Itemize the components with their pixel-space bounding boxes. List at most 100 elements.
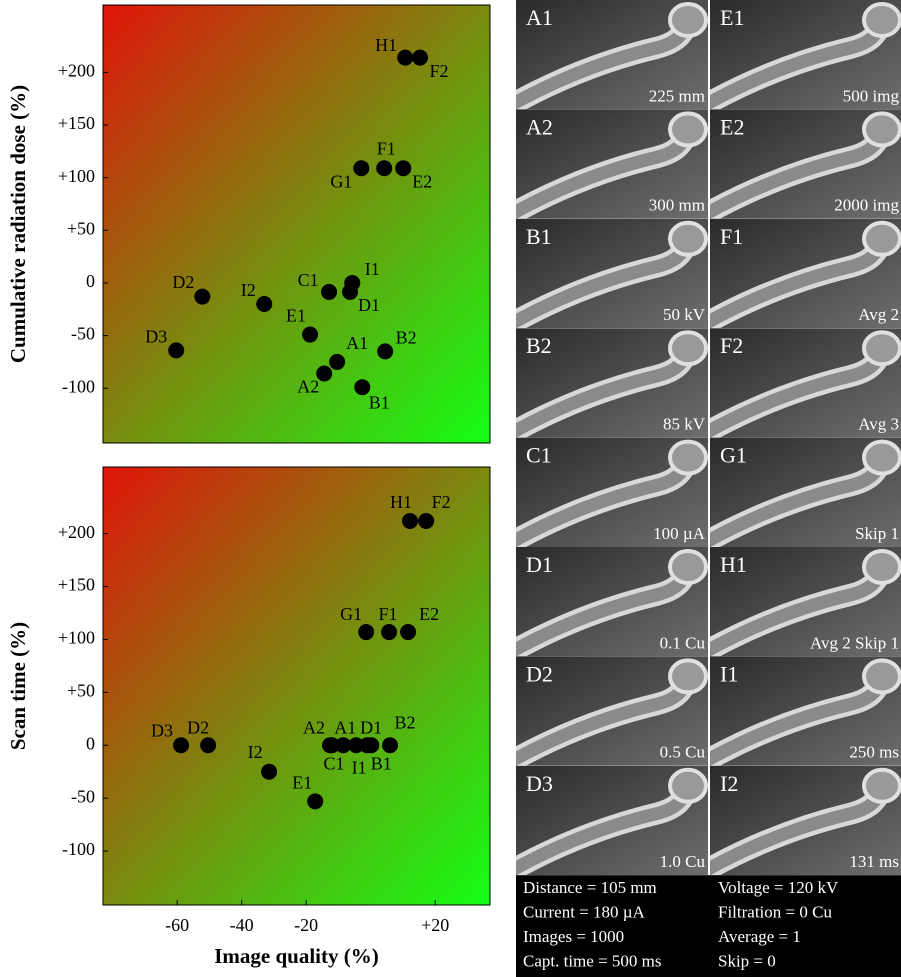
point	[194, 288, 211, 305]
point-label: E1	[286, 306, 306, 326]
baseline-setting: Average = 1	[718, 927, 801, 946]
point	[348, 737, 365, 754]
bone-head	[862, 2, 901, 38]
panel-label: A1	[526, 5, 553, 30]
ct-panel: I2 131 ms	[710, 765, 901, 876]
ct-panel: D1 0.1 Cu	[516, 547, 708, 657]
point	[200, 737, 217, 754]
point	[402, 512, 419, 529]
baseline-setting: Distance = 105 mm	[523, 878, 657, 897]
plot-frame	[102, 466, 491, 906]
point	[412, 49, 429, 66]
point-label: D2	[172, 272, 194, 292]
point-label: D3	[145, 326, 167, 346]
point	[397, 49, 414, 66]
plot-area	[103, 5, 490, 443]
ct-panel: E2 2000 img	[710, 109, 901, 219]
point	[354, 379, 371, 396]
point-label: B2	[395, 712, 416, 732]
point	[377, 343, 394, 360]
ct-panel: F2 Avg 3	[710, 328, 901, 438]
bone-head	[862, 330, 901, 367]
y-tick-label: -100	[62, 376, 95, 396]
panel-label: G1	[720, 443, 747, 468]
plot-frame	[102, 4, 491, 444]
point-label: F1	[377, 138, 396, 158]
ct-panel: E1 500 img	[710, 0, 901, 110]
y-tick-label: 0	[86, 271, 95, 291]
ct-panel: B1 50 kV	[516, 218, 708, 329]
bone-head	[668, 658, 708, 695]
point-label: E2	[419, 604, 439, 624]
point-label: D2	[187, 717, 209, 737]
point	[323, 737, 340, 754]
point-label: G1	[340, 604, 362, 624]
bone-head	[862, 767, 901, 804]
panel-setting: 225 mm	[649, 86, 705, 105]
panel-label: D1	[526, 552, 553, 577]
point	[335, 737, 352, 754]
y-tick-label: +200	[58, 522, 95, 542]
point	[173, 737, 190, 754]
point-label: A2	[297, 377, 319, 397]
bone-head	[668, 111, 708, 148]
panel-setting: Avg 2 Skip 1	[810, 633, 899, 652]
ct-panel: H1 Avg 2 Skip 1	[710, 547, 901, 657]
point	[382, 737, 399, 754]
baseline-box	[516, 875, 901, 977]
bone-head	[668, 220, 708, 257]
panel-label: F2	[720, 333, 743, 358]
y-tick-label: +50	[67, 680, 95, 700]
ct-panel: G1 Skip 1	[710, 437, 901, 548]
x-tick-label: -20	[294, 915, 318, 935]
x-tick-label: -40	[230, 915, 254, 935]
point	[302, 326, 319, 343]
point-label: D1	[358, 295, 380, 315]
bone-head	[668, 330, 708, 367]
plot-area	[103, 467, 490, 905]
panel-setting: Skip 1	[855, 524, 899, 543]
panel-label: E1	[720, 5, 744, 30]
point-label: I2	[248, 742, 263, 762]
y-axis-title: Cumulative radiation dose (%)	[6, 85, 30, 363]
ct-panel: B2 85 kV	[516, 328, 708, 438]
point-label: C1	[323, 753, 344, 773]
bone-head	[862, 111, 901, 148]
ct-panel: A1 225 mm	[516, 0, 708, 110]
point-label: F1	[379, 604, 398, 624]
panel-label: I1	[720, 661, 738, 686]
panel-divider	[708, 0, 710, 876]
baseline-setting: Voltage = 120 kV	[718, 878, 839, 897]
panel-label: C1	[526, 443, 552, 468]
bone-head	[668, 439, 708, 476]
panel-label: D2	[526, 661, 553, 686]
point-label: E1	[292, 772, 312, 792]
bone-head	[862, 658, 901, 695]
panel-setting: 131 ms	[849, 852, 899, 871]
point	[168, 342, 185, 359]
y-axis-title: Scan time (%)	[6, 622, 30, 750]
baseline-setting: Filtration = 0 Cu	[718, 903, 832, 922]
point	[381, 624, 398, 641]
y-tick-label: +50	[67, 218, 95, 238]
point-label: A1	[346, 333, 368, 353]
ct-panel: D3 1.0 Cu	[516, 765, 708, 876]
point	[363, 737, 380, 754]
y-tick-label: +200	[58, 61, 95, 81]
y-tick-label: +100	[58, 628, 95, 648]
bone-head	[668, 767, 708, 804]
y-tick-label: +150	[58, 113, 95, 133]
point	[395, 160, 412, 177]
ct-panel: D2 0.5 Cu	[516, 656, 708, 766]
x-axis-title: Image quality (%)	[214, 944, 379, 968]
y-tick-label: +100	[58, 166, 95, 186]
point	[400, 624, 417, 641]
panel-setting: 500 img	[843, 86, 900, 105]
point-label: I1	[365, 259, 380, 279]
y-tick-label: 0	[86, 733, 95, 753]
baseline-setting: Images = 1000	[523, 927, 624, 946]
point-label: F2	[430, 61, 449, 81]
point-label: F2	[432, 492, 451, 512]
panel-setting: 250 ms	[849, 743, 899, 762]
